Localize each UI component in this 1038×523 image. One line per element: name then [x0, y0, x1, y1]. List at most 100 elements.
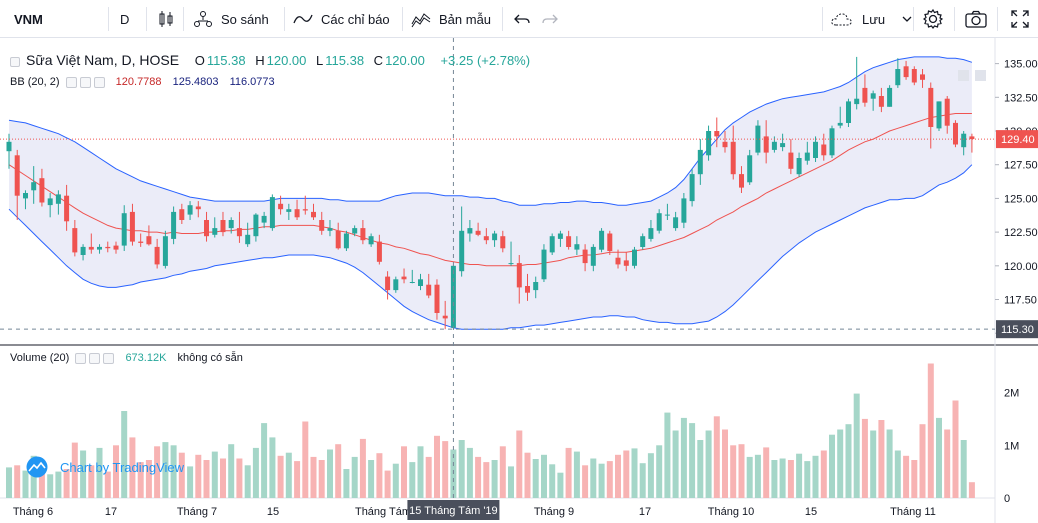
candle-body: [39, 178, 45, 203]
volume-bar: [598, 463, 605, 498]
scale-button: [975, 70, 986, 81]
last-price-label: 129.40: [1001, 134, 1035, 146]
candle-body: [88, 246, 94, 250]
volume-bar: [80, 450, 87, 498]
candle-body: [829, 128, 835, 156]
chart-type-button[interactable]: [157, 0, 175, 38]
candlestick-chart[interactable]: 135.00132.50130.00127.50125.00122.50120.…: [0, 38, 1038, 523]
candle-body: [14, 155, 20, 196]
chart-area[interactable]: 135.00132.50130.00127.50125.00122.50120.…: [0, 38, 1038, 523]
templates-button[interactable]: Bản mẫu: [411, 0, 491, 38]
volume-bar: [615, 454, 621, 498]
candle-body: [656, 213, 662, 231]
candle-body: [878, 96, 884, 107]
gear-icon[interactable]: [89, 352, 101, 364]
change-value: +3.25 (+2.78%): [440, 53, 531, 68]
candle-body: [47, 198, 53, 206]
time-tick-label: 17: [639, 506, 651, 518]
candle-body: [747, 155, 753, 183]
time-tick-label: Tháng 6: [13, 506, 53, 518]
candle-body: [121, 213, 127, 246]
candle-body: [171, 211, 177, 239]
candle-body: [146, 236, 152, 245]
settings-button[interactable]: [922, 0, 944, 38]
volume-bar: [870, 430, 877, 498]
low-value: 115.38: [325, 53, 365, 68]
volume-bar: [129, 437, 136, 498]
candle-body: [557, 233, 563, 239]
volume-tick-label: 2M: [1004, 388, 1019, 400]
volume-bar: [689, 423, 696, 498]
indicators-button[interactable]: Các chỉ báo: [293, 0, 390, 38]
camera-icon: [965, 10, 987, 28]
time-tick-label: Tháng 10: [708, 506, 754, 518]
compare-icon: [194, 11, 212, 27]
snapshot-button[interactable]: [964, 0, 988, 38]
volume-bar: [936, 417, 942, 498]
candle-body: [97, 246, 102, 250]
candle-body: [944, 98, 950, 126]
volume-bar: [516, 430, 523, 498]
volume-bar: [121, 411, 128, 498]
save-button[interactable]: Lưu: [830, 0, 913, 38]
eye-icon[interactable]: [65, 76, 77, 88]
candle-body: [903, 66, 909, 78]
close-icon[interactable]: [103, 352, 115, 364]
volume-bar: [327, 449, 333, 498]
undo-button[interactable]: [513, 0, 531, 38]
gear-icon[interactable]: [79, 76, 91, 88]
candle-body: [278, 203, 284, 210]
volume-bar: [713, 416, 720, 498]
close-icon[interactable]: [93, 76, 105, 88]
toolbar-divider: [146, 7, 147, 31]
bb-name: BB (20, 2): [10, 76, 60, 88]
candle-body: [887, 87, 893, 107]
candle-body: [697, 149, 703, 175]
crosshair-price-label: 115.30: [1001, 324, 1034, 336]
volume-bar: [968, 482, 975, 498]
volume-bar: [228, 444, 235, 498]
candle-body: [590, 246, 596, 266]
redo-button[interactable]: [541, 0, 559, 38]
volume-bar: [656, 445, 663, 498]
volume-bar: [261, 423, 268, 498]
volume-bar: [499, 446, 506, 498]
candle-body: [730, 141, 736, 175]
fullscreen-button[interactable]: [1010, 0, 1030, 38]
candle-body: [311, 211, 316, 218]
toolbar-divider: [822, 7, 823, 31]
volume-bar: [47, 474, 54, 498]
volume-bar: [861, 418, 868, 498]
volume-bar: [384, 470, 391, 498]
candle-body: [920, 74, 925, 80]
templates-label: Bản mẫu: [439, 11, 492, 27]
volume-bar: [63, 469, 70, 498]
interval-button[interactable]: D: [120, 0, 129, 38]
tradingview-watermark[interactable]: Chart by TradingView: [22, 456, 184, 478]
candle-body: [220, 220, 226, 233]
collapse-icon[interactable]: [10, 56, 20, 67]
candle-body: [261, 215, 267, 223]
bb-lower-value: 116.0773: [229, 76, 275, 88]
fullscreen-icon: [1011, 10, 1029, 28]
volume-bar: [104, 471, 111, 498]
toolbar-divider: [997, 7, 998, 31]
volume-bar: [952, 400, 959, 498]
candle-body: [105, 246, 111, 249]
symbol-search[interactable]: VNM: [14, 0, 43, 38]
volume-bar: [903, 455, 910, 498]
legend-title: Sữa Việt Nam, D, HOSE: [26, 52, 180, 68]
indicator-icon: [293, 14, 313, 24]
volume-bar: [927, 363, 934, 498]
volume-bar: [203, 460, 210, 498]
eye-icon[interactable]: [75, 352, 87, 364]
compare-button[interactable]: So sánh: [193, 0, 269, 38]
volume-bar: [294, 461, 301, 498]
crosshair-time-badge: [407, 500, 500, 520]
volume-bar: [318, 460, 325, 498]
bb-middle-line: [8, 113, 972, 267]
compare-label: So sánh: [221, 11, 269, 27]
candle-body: [286, 209, 292, 212]
candle-body: [393, 279, 399, 291]
candle-body: [195, 206, 201, 210]
